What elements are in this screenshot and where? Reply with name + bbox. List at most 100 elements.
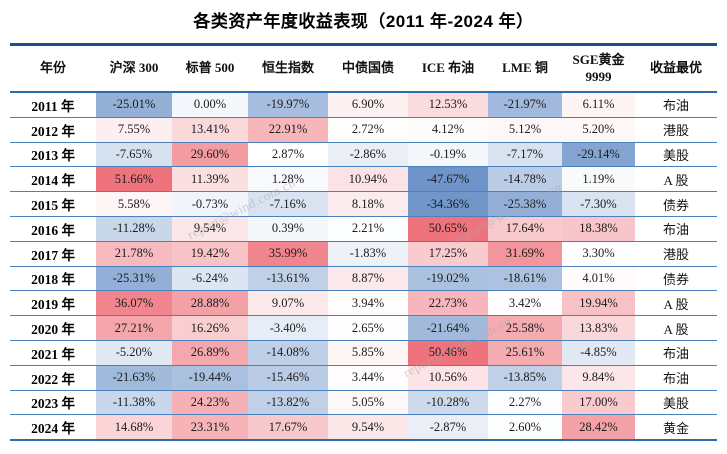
value-cell: -13.61% xyxy=(248,266,328,291)
table-row: 2012 年 7.55% 13.41% 22.91% 2.72% 4.12% 5.12% 5.… xyxy=(10,117,717,143)
best-return-cell: A 股 xyxy=(635,166,717,192)
value-cell: 0.00% xyxy=(172,92,248,118)
best-return-cell: 港股 xyxy=(635,117,717,143)
year-cell: 2022 年 xyxy=(10,365,96,391)
header-cell: 标普 500 xyxy=(172,44,248,92)
value-cell: 25.61% xyxy=(488,340,562,366)
value-cell: -14.08% xyxy=(248,340,328,366)
value-cell: 2.72% xyxy=(328,117,408,143)
value-cell: 22.91% xyxy=(248,117,328,143)
best-return-cell: 美股 xyxy=(635,390,717,415)
value-cell: 22.73% xyxy=(408,290,488,316)
value-cell: 7.55% xyxy=(96,117,172,143)
value-cell: -25.31% xyxy=(96,266,172,291)
value-cell: -29.14% xyxy=(562,142,635,167)
best-return-cell: A 股 xyxy=(635,290,717,316)
best-return-cell: 港股 xyxy=(635,241,717,267)
value-cell: 25.58% xyxy=(488,315,562,341)
value-cell: 1.19% xyxy=(562,166,635,192)
value-cell: 9.84% xyxy=(562,365,635,391)
value-cell: 2.87% xyxy=(248,142,328,167)
value-cell: 2.27% xyxy=(488,390,562,415)
value-cell: 17.64% xyxy=(488,216,562,242)
year-cell: 2021 年 xyxy=(10,340,96,366)
year-cell: 2017 年 xyxy=(10,241,96,267)
value-cell: 21.78% xyxy=(96,241,172,267)
value-cell: 8.87% xyxy=(328,266,408,291)
value-cell: 1.28% xyxy=(248,166,328,192)
value-cell: -7.17% xyxy=(488,142,562,167)
best-return-cell: 布油 xyxy=(635,340,717,366)
value-cell: 3.30% xyxy=(562,241,635,267)
header-cell: 沪深 300 xyxy=(96,44,172,92)
value-cell: 9.54% xyxy=(172,216,248,242)
header-cell: LME 铜 xyxy=(488,44,562,92)
value-cell: -19.02% xyxy=(408,266,488,291)
value-cell: -25.38% xyxy=(488,191,562,217)
header-cell: 中债国债 xyxy=(328,44,408,92)
value-cell: -6.24% xyxy=(172,266,248,291)
value-cell: 10.94% xyxy=(328,166,408,192)
value-cell: -1.83% xyxy=(328,241,408,267)
table-row: 2014 年 51.66% 11.39% 1.28% 10.94% -47.67% -14.… xyxy=(10,166,717,192)
value-cell: 2.60% xyxy=(488,414,562,441)
value-cell: 10.56% xyxy=(408,365,488,391)
best-return-cell: 布油 xyxy=(635,92,717,118)
table-row: 2021 年 -5.20% 26.89% -14.08% 5.85% 50.46% 25.6… xyxy=(10,340,717,366)
year-cell: 2014 年 xyxy=(10,166,96,192)
value-cell: -13.85% xyxy=(488,365,562,391)
value-cell: -34.36% xyxy=(408,191,488,217)
value-cell: 35.99% xyxy=(248,241,328,267)
value-cell: 19.94% xyxy=(562,290,635,316)
value-cell: 12.53% xyxy=(408,92,488,118)
value-cell: 51.66% xyxy=(96,166,172,192)
value-cell: -4.85% xyxy=(562,340,635,366)
value-cell: 11.39% xyxy=(172,166,248,192)
value-cell: 13.41% xyxy=(172,117,248,143)
best-return-cell: 黄金 xyxy=(635,414,717,441)
value-cell: 8.18% xyxy=(328,191,408,217)
table-row: 2018 年 -25.31% -6.24% -13.61% 8.87% -19.02% -1… xyxy=(10,266,717,291)
value-cell: 6.11% xyxy=(562,92,635,118)
header-cell: 收益最优 xyxy=(635,44,717,92)
value-cell: 5.58% xyxy=(96,191,172,217)
value-cell: -19.44% xyxy=(172,365,248,391)
returns-table: 年份 沪深 300 标普 500 恒生指数 中债国债 ICE 布油 LME 铜 SGE黄金 99… xyxy=(10,43,717,442)
year-cell: 2019 年 xyxy=(10,290,96,316)
value-cell: -25.01% xyxy=(96,92,172,118)
best-return-cell: 债券 xyxy=(635,191,717,217)
value-cell: 6.90% xyxy=(328,92,408,118)
value-cell: 50.65% xyxy=(408,216,488,242)
year-cell: 2023 年 xyxy=(10,390,96,415)
value-cell: 16.26% xyxy=(172,315,248,341)
year-cell: 2016 年 xyxy=(10,216,96,242)
value-cell: 3.42% xyxy=(488,290,562,316)
year-cell: 2012 年 xyxy=(10,117,96,143)
table-row: 2015 年 5.58% -0.73% -7.16% 8.18% -34.36% -25.3… xyxy=(10,191,717,217)
year-cell: 2011 年 xyxy=(10,92,96,118)
value-cell: -7.16% xyxy=(248,191,328,217)
value-cell: -5.20% xyxy=(96,340,172,366)
year-cell: 2024 年 xyxy=(10,414,96,441)
value-cell: 28.88% xyxy=(172,290,248,316)
value-cell: -11.38% xyxy=(96,390,172,415)
table-header: 年份 沪深 300 标普 500 恒生指数 中债国债 ICE 布油 LME 铜 SGE黄金 99… xyxy=(10,44,717,92)
value-cell: 17.25% xyxy=(408,241,488,267)
value-cell: 5.20% xyxy=(562,117,635,143)
value-cell: -7.30% xyxy=(562,191,635,217)
value-cell: 36.07% xyxy=(96,290,172,316)
table-row: 2022 年 -21.63% -19.44% -15.46% 3.44% 10.56% -1… xyxy=(10,365,717,391)
value-cell: -14.78% xyxy=(488,166,562,192)
value-cell: 26.89% xyxy=(172,340,248,366)
value-cell: 17.00% xyxy=(562,390,635,415)
value-cell: 3.44% xyxy=(328,365,408,391)
value-cell: 19.42% xyxy=(172,241,248,267)
value-cell: -2.87% xyxy=(408,414,488,441)
value-cell: -11.28% xyxy=(96,216,172,242)
table-row: 2013 年 -7.65% 29.60% 2.87% -2.86% -0.19% -7.17… xyxy=(10,142,717,167)
header-cell: ICE 布油 xyxy=(408,44,488,92)
asset-returns-heatmap-table: 年份 沪深 300 标普 500 恒生指数 中债国债 ICE 布油 LME 铜 SGE黄金 99… xyxy=(10,43,717,442)
value-cell: -13.82% xyxy=(248,390,328,415)
value-cell: 14.68% xyxy=(96,414,172,441)
best-return-cell: A 股 xyxy=(635,315,717,341)
